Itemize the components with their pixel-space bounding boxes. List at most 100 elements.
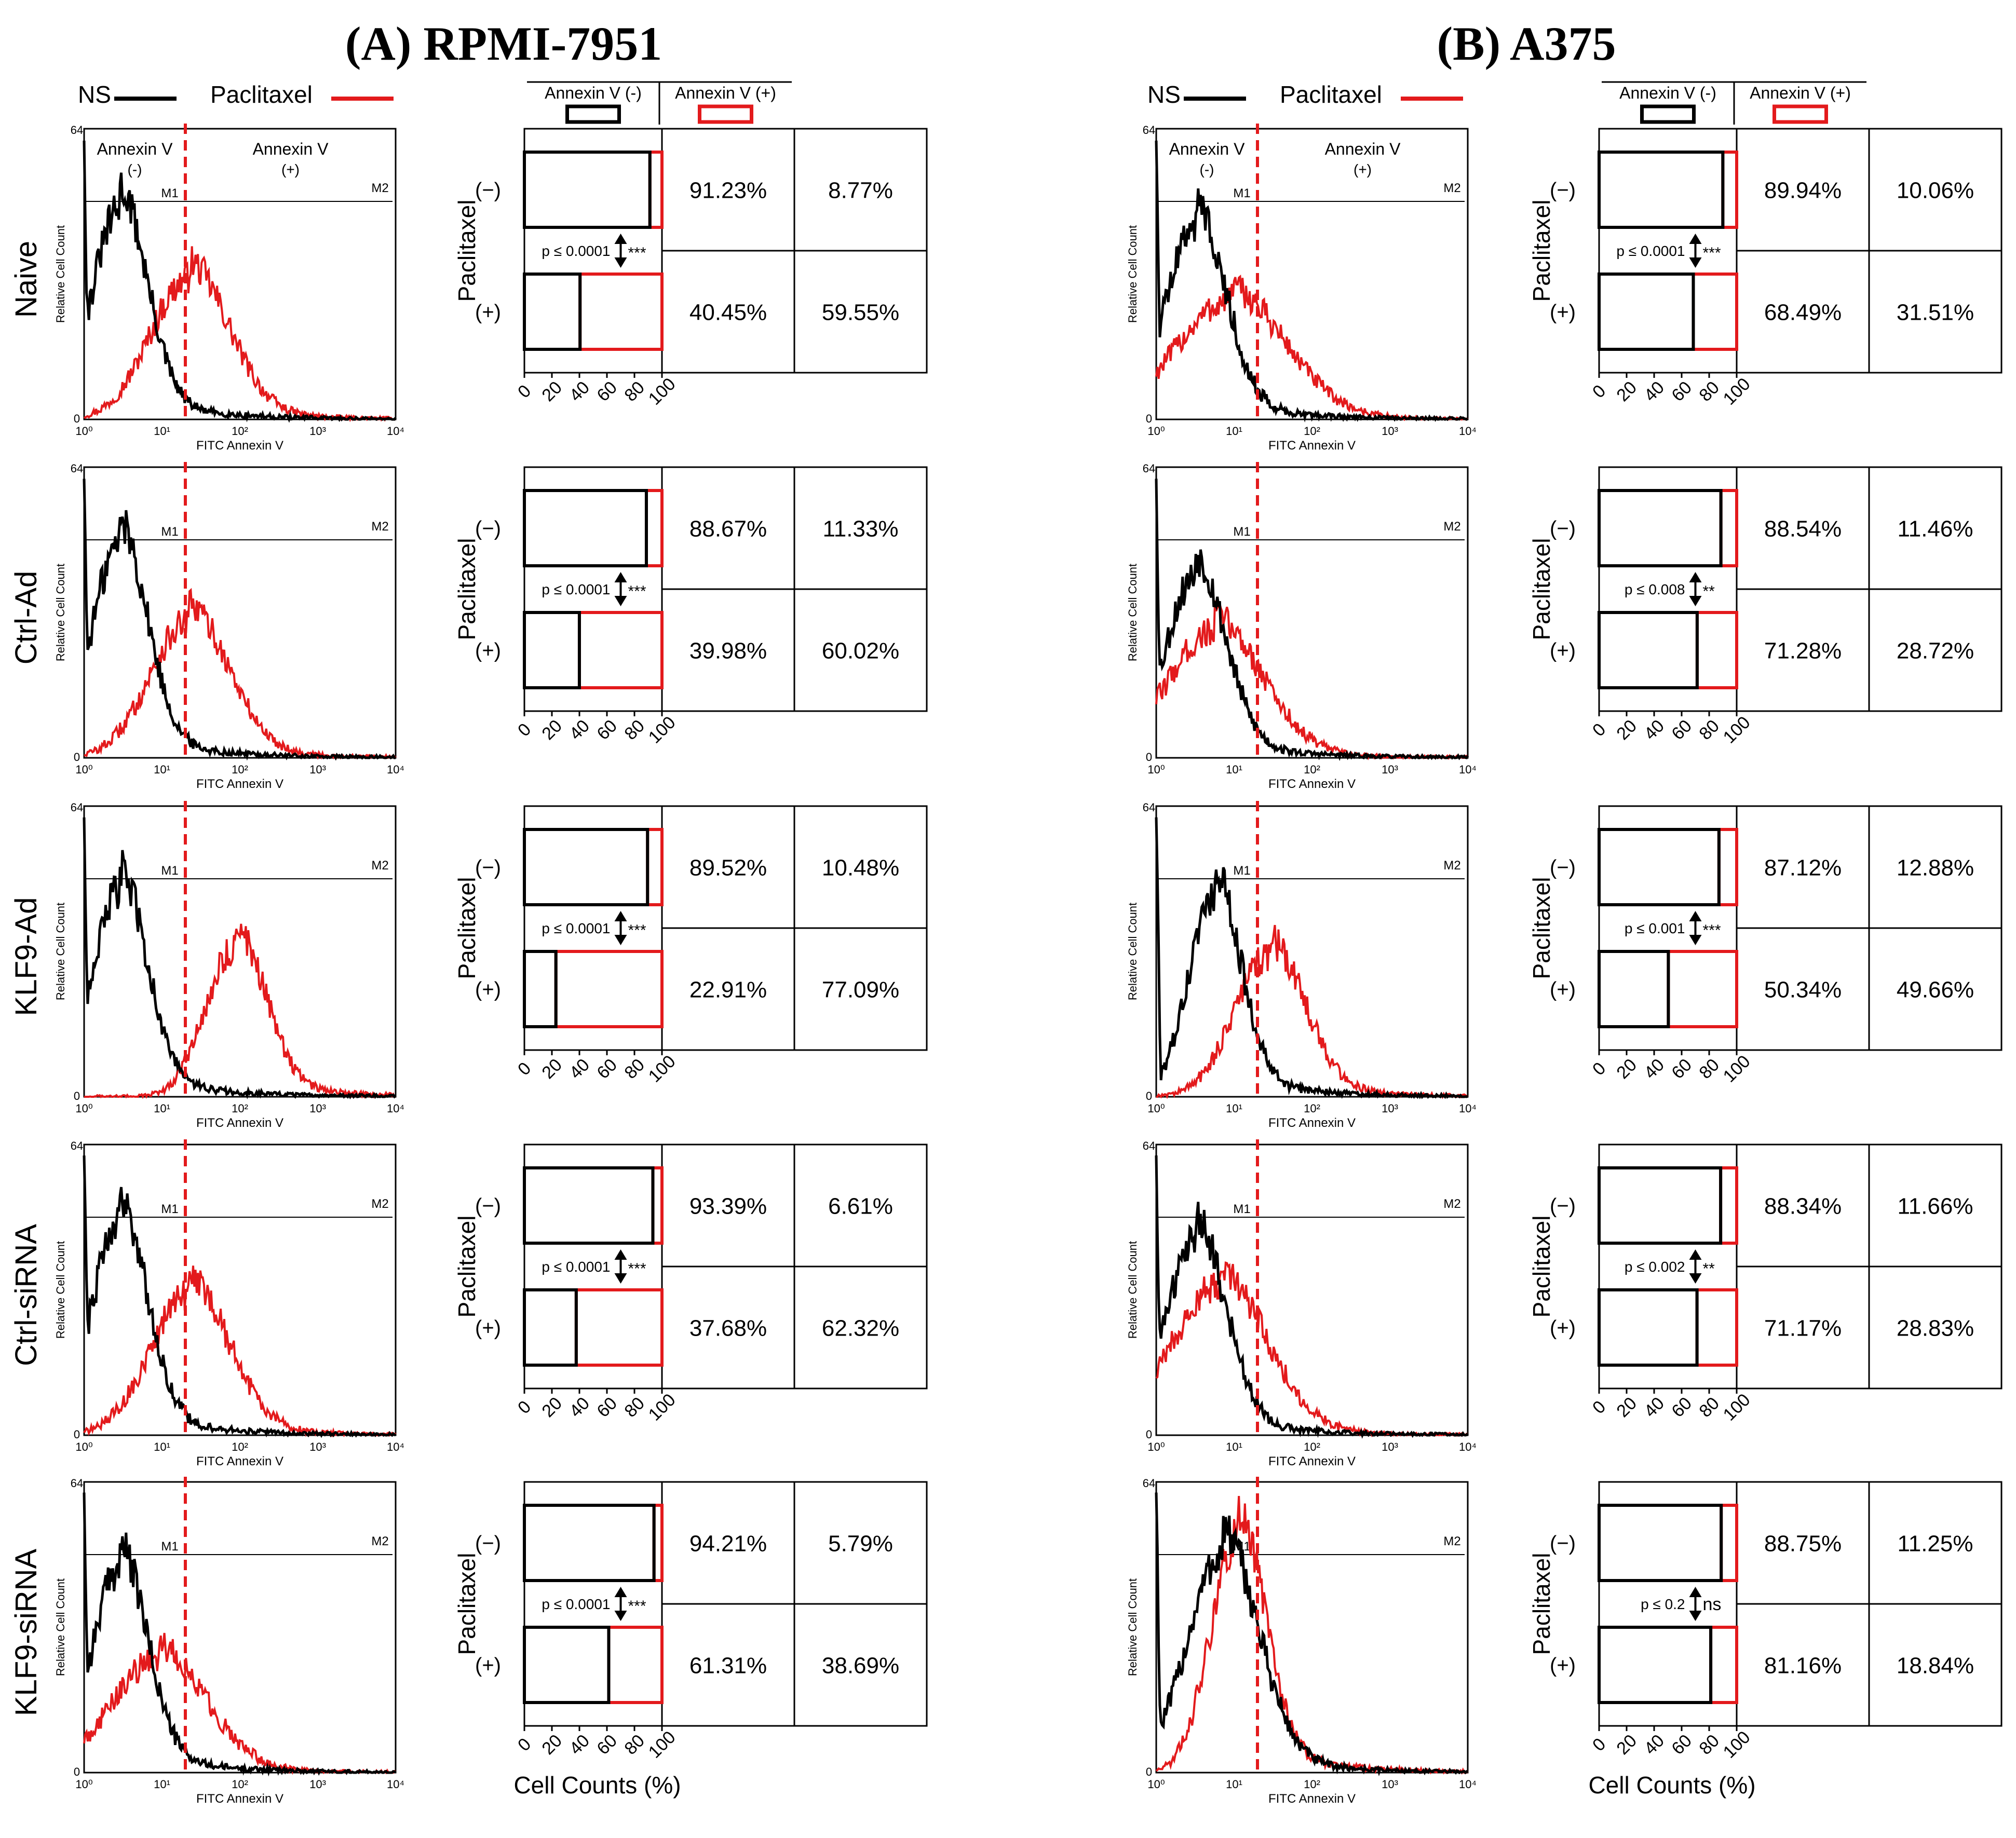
p-value-label: p ≤ 0.002 bbox=[1625, 1259, 1685, 1275]
histogram-x-tick: 10⁴ bbox=[387, 1778, 404, 1791]
bar-x-tick-label: 0 bbox=[514, 381, 535, 402]
histogram-xlabel: FITC Annexin V bbox=[196, 439, 283, 453]
bar-annexin-pos bbox=[1667, 950, 1738, 1028]
histogram-m2-label: M2 bbox=[1443, 181, 1460, 195]
histogram-x-tick: 10³ bbox=[1382, 1440, 1398, 1453]
row-naive: 64 0 Relative Cell Count 10⁰ 10¹ 10² 10³ 10⁴ FIT… bbox=[1126, 124, 2003, 453]
bar-x-tick-label: 0 bbox=[1589, 1397, 1609, 1418]
histogram-y-top: 64 bbox=[71, 801, 83, 814]
bar-x-tick-label: 40 bbox=[1640, 1731, 1668, 1759]
bar-row-pos-label: (+) bbox=[475, 1654, 501, 1677]
bar-annexin-neg bbox=[523, 1288, 578, 1367]
bar-x-tick-label: 100 bbox=[645, 374, 680, 409]
histogram-y-bottom: 0 bbox=[74, 1428, 80, 1441]
legend-paclitaxel-label: Paclitaxel bbox=[1280, 81, 1382, 108]
table-header-annexin-neg: Annexin V (-) bbox=[1619, 84, 1716, 102]
legend-ns-label: NS bbox=[78, 81, 111, 108]
table-value-neg-annexin-pos: 11.25% bbox=[1898, 1531, 1973, 1557]
histogram-x-tick: 10³ bbox=[309, 763, 326, 776]
bar-x-tick-label: 80 bbox=[620, 377, 648, 405]
histogram-curve-paclitaxel bbox=[1155, 274, 1468, 421]
histogram-curve-ns bbox=[83, 479, 396, 761]
histogram-y-bottom: 0 bbox=[1146, 1090, 1152, 1102]
histogram-y-bottom: 0 bbox=[1146, 751, 1152, 764]
histogram: 64 0 Relative Cell Count 10⁰ 10¹ 10² 10³ 10⁴ FIT… bbox=[1126, 801, 1477, 1130]
histogram-frame bbox=[83, 466, 397, 759]
histogram-curve-ns bbox=[1155, 1155, 1469, 1439]
row-naive: Naive 64 0 Relative Cell Count 10⁰ 10¹ 10² 10³ 1… bbox=[9, 124, 928, 453]
bar-annexin-neg bbox=[1598, 1504, 1723, 1582]
table-value-neg-annexin-neg: 89.94% bbox=[1764, 178, 1842, 203]
bar-x-tick-label: 40 bbox=[565, 377, 593, 405]
histogram-annexin-neg-label: Annexin V bbox=[97, 140, 173, 158]
histogram-xlabel: FITC Annexin V bbox=[1268, 1116, 1356, 1130]
bar-x-tick-label: 0 bbox=[514, 1734, 535, 1755]
histogram-xlabel: FITC Annexin V bbox=[196, 777, 283, 791]
significance-arrow-head-up bbox=[1689, 1249, 1702, 1260]
histogram-curve-paclitaxel bbox=[1155, 1496, 1469, 1775]
bar-x-tick-label: 100 bbox=[1720, 713, 1754, 747]
histogram-x-tick: 10¹ bbox=[1226, 763, 1242, 776]
significance-arrow-head-up bbox=[1689, 1587, 1702, 1597]
significance-marker: *** bbox=[628, 922, 646, 939]
bar-x-tick-label: 60 bbox=[1668, 1055, 1696, 1083]
histogram-curve-paclitaxel bbox=[83, 1265, 397, 1438]
significance-arrow-head-up bbox=[1689, 234, 1702, 244]
significance-arrow-head-up bbox=[1689, 911, 1702, 921]
histogram-curve-ns bbox=[1155, 479, 1469, 761]
table-header-swatch-pos bbox=[698, 104, 753, 124]
bar-x-tick-label: 0 bbox=[514, 1058, 535, 1079]
legend-ns-label: NS bbox=[1147, 81, 1181, 108]
bar-row-neg-label: (−) bbox=[475, 518, 501, 540]
p-value-label: p ≤ 0.0001 bbox=[542, 920, 610, 936]
bar-x-tick-label: 100 bbox=[1720, 1052, 1754, 1086]
histogram-x-tick: 10⁰ bbox=[75, 425, 92, 438]
bar-chart: Paclitaxel(−) (+) 89.94% 10.06% 68.49% 31.51%… bbox=[1528, 128, 2003, 409]
table-value-neg-annexin-neg: 94.21% bbox=[689, 1531, 767, 1557]
histogram: 64 0 Relative Cell Count 10⁰ 10¹ 10² 10³ 10⁴ FIT… bbox=[54, 1139, 404, 1468]
histogram-y-top: 64 bbox=[1143, 801, 1155, 814]
bar-x-tick-label: 20 bbox=[538, 1393, 566, 1421]
bar-annexin-pos bbox=[1695, 611, 1739, 689]
histogram-frame bbox=[83, 1481, 397, 1774]
histogram-curve-paclitaxel bbox=[83, 246, 396, 423]
histogram-x-tick: 10⁴ bbox=[387, 1102, 404, 1115]
histogram-m1-label: M1 bbox=[1233, 525, 1250, 539]
table-value-pos-annexin-neg: 71.28% bbox=[1764, 638, 1842, 664]
bar-ylabel: Paclitaxel bbox=[1528, 538, 1555, 641]
significance-marker: ** bbox=[1703, 1260, 1715, 1277]
histogram-x-tick: 10² bbox=[232, 1440, 248, 1453]
histogram-x-tick: 10³ bbox=[309, 1440, 326, 1453]
histogram-y-top: 64 bbox=[71, 1477, 83, 1490]
table-value-neg-annexin-neg: 88.54% bbox=[1764, 516, 1842, 542]
bar-ylabel: Paclitaxel bbox=[453, 1216, 480, 1318]
histogram-x-tick: 10⁰ bbox=[1147, 1440, 1165, 1453]
histogram-m2-label: M2 bbox=[1443, 520, 1460, 534]
histogram-x-tick: 10² bbox=[232, 425, 248, 438]
bar-x-tick-label: 20 bbox=[1613, 377, 1641, 405]
significance-marker: ns bbox=[1703, 1595, 1722, 1614]
significance-arrow-head-down bbox=[614, 257, 627, 268]
bar-row-pos-label: (+) bbox=[475, 301, 501, 324]
histogram-x-tick: 10¹ bbox=[154, 425, 170, 438]
bar-x-tick-label: 60 bbox=[593, 1055, 621, 1083]
histogram-annexin-pos-label: Annexin V bbox=[253, 140, 329, 158]
bar-annexin-neg bbox=[1598, 950, 1670, 1028]
histogram-x-tick: 10⁴ bbox=[1459, 763, 1477, 776]
bar-row-pos-label: (+) bbox=[1550, 978, 1576, 1001]
table-value-pos-annexin-neg: 50.34% bbox=[1764, 977, 1842, 1003]
panel-title: (B) A375 bbox=[1437, 17, 1616, 70]
histogram-x-tick: 10³ bbox=[309, 1778, 326, 1791]
bar-annexin-neg bbox=[1598, 273, 1695, 351]
histogram-annexin-neg-sign: (-) bbox=[1200, 161, 1214, 178]
bar-ylabel: Paclitaxel bbox=[1528, 200, 1555, 302]
table-value-pos-annexin-pos: 31.51% bbox=[1897, 300, 1974, 325]
histogram-annexin-neg-label: Annexin V bbox=[1169, 140, 1246, 158]
histogram-x-tick: 10⁰ bbox=[75, 1778, 92, 1791]
bar-annexin-pos bbox=[1695, 1288, 1739, 1367]
histogram: 64 0 Relative Cell Count 10⁰ 10¹ 10² 10³ 10⁴ FIT… bbox=[1126, 1477, 1477, 1806]
table-value-neg-annexin-neg: 88.75% bbox=[1764, 1531, 1842, 1557]
table-value-pos-annexin-neg: 81.16% bbox=[1764, 1653, 1842, 1679]
histogram-y-top: 64 bbox=[71, 1139, 83, 1152]
histogram: 64 0 Relative Cell Count 10⁰ 10¹ 10² 10³ 10⁴ FIT… bbox=[1126, 462, 1477, 791]
